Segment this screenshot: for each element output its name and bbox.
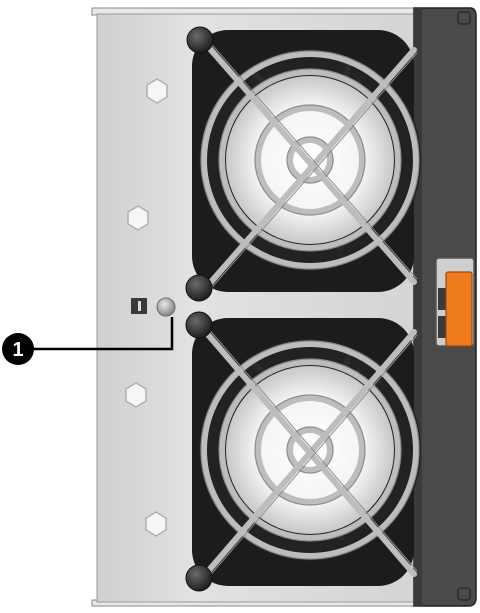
led-indicator-icon (156, 297, 176, 317)
callout-leader-line (30, 317, 174, 351)
release-latch[interactable] (435, 257, 475, 347)
upper-fan (192, 30, 421, 294)
callout-number: 1 (12, 339, 23, 361)
bracket-slot-top (457, 11, 471, 25)
bracket-inner-edge (414, 8, 422, 606)
fault-symbol-icon (131, 298, 147, 314)
latch-tab[interactable] (445, 271, 473, 347)
screw-icon (185, 26, 214, 592)
bracket-slot-bottom (457, 587, 471, 601)
hex-mount-icon (125, 78, 168, 537)
lower-fan (192, 318, 421, 586)
callout-badge-1: 1 (2, 333, 34, 365)
